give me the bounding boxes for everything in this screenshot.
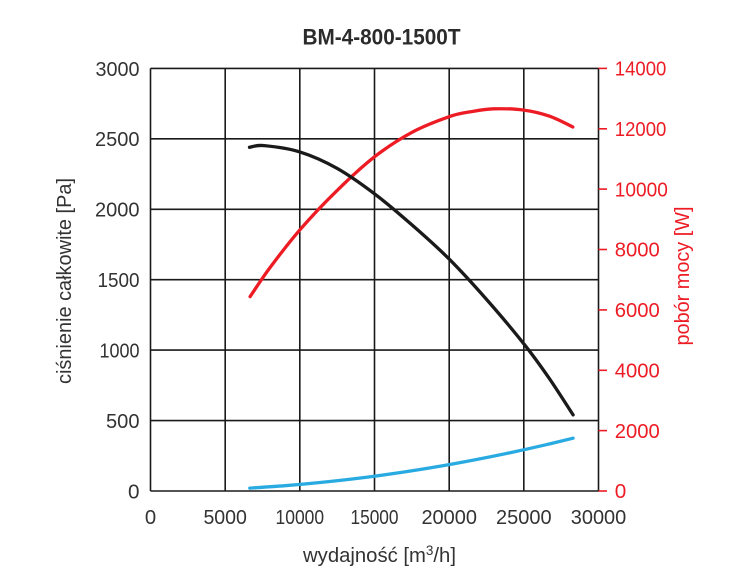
svg-text:25000: 25000 (496, 507, 552, 529)
svg-text:0: 0 (128, 481, 140, 503)
svg-text:1500: 1500 (98, 270, 140, 292)
svg-text:2500: 2500 (95, 129, 140, 151)
svg-text:3000: 3000 (96, 59, 140, 81)
svg-text:6000: 6000 (615, 300, 660, 322)
svg-text:ciśnienie całkowite [Pa]: ciśnienie całkowite [Pa] (54, 178, 76, 384)
svg-text:4000: 4000 (615, 361, 660, 383)
svg-text:500: 500 (106, 411, 140, 433)
svg-text:15000: 15000 (351, 507, 399, 529)
svg-text:pobór mocy [W]: pobór mocy [W] (672, 207, 694, 346)
svg-text:8000: 8000 (615, 240, 660, 262)
svg-text:1000: 1000 (100, 341, 140, 363)
svg-text:0: 0 (615, 481, 627, 503)
svg-text:30000: 30000 (571, 507, 627, 529)
svg-text:12000: 12000 (615, 119, 667, 141)
svg-text:2000: 2000 (615, 421, 660, 443)
svg-text:0: 0 (145, 507, 156, 529)
svg-text:5000: 5000 (203, 507, 247, 529)
svg-text:20000: 20000 (421, 507, 477, 529)
svg-text:14000: 14000 (615, 59, 667, 81)
svg-text:10000: 10000 (615, 179, 668, 201)
svg-text:10000: 10000 (276, 507, 325, 529)
svg-text:2000: 2000 (95, 200, 140, 222)
svg-text:wydajność [m3/h]: wydajność [m3/h] (302, 543, 456, 567)
svg-text:BM-4-800-1500T: BM-4-800-1500T (303, 24, 462, 49)
